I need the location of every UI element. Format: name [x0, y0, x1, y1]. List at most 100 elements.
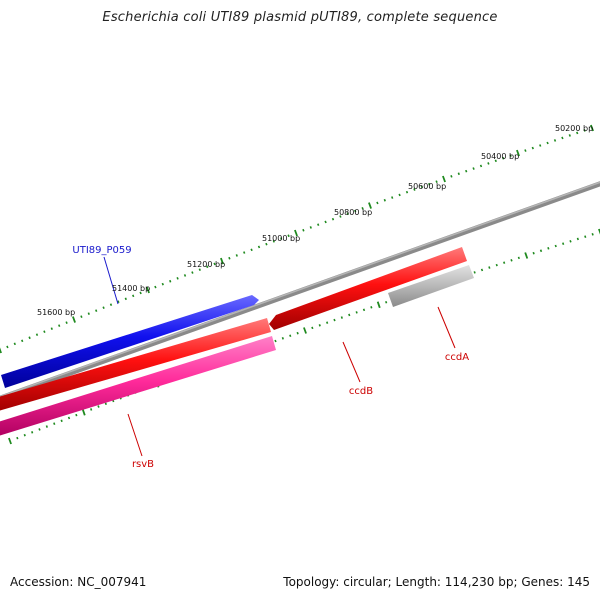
- scale-label-51200: 51200 bp: [187, 260, 225, 269]
- inner-scale-minor-tick: [554, 244, 557, 248]
- inner-scale-minor-tick: [274, 339, 277, 343]
- outer-scale-minor-tick: [117, 300, 120, 304]
- inner-scale-ticks: [8, 228, 600, 445]
- outer-scale-major-tick: [146, 286, 150, 294]
- outer-scale-minor-tick: [198, 268, 201, 271]
- inner-scale-minor-tick: [31, 431, 34, 434]
- inner-scale-minor-tick: [370, 306, 373, 309]
- outer-scale-minor-tick: [383, 198, 386, 202]
- inner-scale-major-tick: [81, 408, 86, 416]
- scale-label-51000: 51000 bp: [262, 234, 300, 243]
- outer-scale-minor-tick: [428, 182, 431, 186]
- outer-scale-major-tick: [294, 229, 298, 237]
- inner-scale-minor-tick: [562, 242, 565, 245]
- outer-scale-minor-tick: [331, 217, 335, 221]
- inner-scale-minor-tick: [355, 311, 358, 314]
- outer-scale-minor-tick: [109, 303, 113, 306]
- outer-scale-major-tick: [516, 149, 520, 157]
- inner-scale-minor-tick: [75, 413, 78, 417]
- outer-scale-major-tick: [368, 202, 372, 209]
- outer-scale-minor-tick: [50, 327, 53, 330]
- outer-scale-major-tick: [590, 124, 594, 132]
- feature-rsvB-red[interactable]: [0, 318, 271, 412]
- feature-ccdA[interactable]: [388, 265, 474, 307]
- outer-scale-minor-tick: [302, 228, 305, 232]
- outer-scale-minor-tick: [213, 262, 216, 266]
- label-rsvB: rsvB: [132, 459, 154, 470]
- outer-scale-major-tick: [72, 316, 76, 323]
- outer-scale-minor-tick: [494, 159, 497, 163]
- outer-scale-minor-tick: [561, 136, 564, 140]
- feature-rsvB[interactable]: [0, 336, 276, 437]
- inner-scale-minor-tick: [539, 249, 543, 253]
- inner-scale-minor-tick: [348, 313, 351, 317]
- inner-scale-minor-tick: [480, 268, 484, 272]
- scale-label-51600: 51600 bp: [37, 308, 75, 317]
- outer-scale-minor-tick: [361, 207, 364, 210]
- outer-scale-minor-tick: [6, 345, 9, 349]
- inner-scale-minor-tick: [38, 428, 41, 431]
- inner-scale-minor-tick: [362, 308, 366, 312]
- inner-scale-minor-tick: [547, 247, 550, 250]
- outer-scale-minor-tick: [509, 154, 512, 157]
- inner-scale-minor-tick: [385, 300, 388, 304]
- outer-scale-minor-tick: [568, 134, 571, 137]
- inner-scale-minor-tick: [584, 235, 587, 238]
- inner-scale-minor-tick: [569, 240, 572, 243]
- outer-scale-minor-tick: [250, 248, 253, 252]
- rsvB-leader: [127, 413, 143, 457]
- inner-scale-minor-tick: [503, 261, 506, 264]
- feature-UTI89_P059[interactable]: [1, 295, 259, 388]
- feature-ccdB[interactable]: [269, 247, 467, 330]
- inner-scale-minor-tick: [576, 237, 579, 241]
- label-ccdA: ccdA: [445, 352, 469, 363]
- ccdA-leader: [437, 306, 456, 349]
- outer-scale-minor-tick: [346, 212, 349, 216]
- scale-label-50600: 50600 bp: [408, 182, 446, 191]
- outer-scale-minor-tick: [413, 188, 416, 191]
- inner-scale-major-tick: [8, 437, 12, 445]
- inner-scale-minor-tick: [488, 266, 491, 269]
- outer-scale-minor-tick: [102, 306, 105, 309]
- inner-scale-minor-tick: [16, 436, 19, 440]
- outer-scale-minor-tick: [265, 242, 268, 246]
- inner-scale-minor-tick: [67, 416, 71, 420]
- outer-scale-minor-tick: [35, 333, 39, 336]
- outer-scale-minor-tick: [21, 339, 24, 343]
- inner-scale-minor-tick: [311, 326, 314, 330]
- outer-scale-minor-tick: [539, 144, 542, 147]
- inner-scale-minor-tick: [591, 233, 594, 236]
- map-title: Escherichia coli UTI89 plasmid pUTI89, c…: [102, 10, 498, 25]
- outer-scale-minor-tick: [398, 193, 401, 197]
- outer-scale-minor-tick: [309, 226, 312, 229]
- outer-scale-minor-tick: [58, 324, 61, 327]
- label-UTI89_P059: UTI89_P059: [72, 245, 131, 256]
- outer-scale-minor-tick: [339, 215, 342, 218]
- inner-scale-minor-tick: [473, 271, 476, 274]
- outer-scale-major-tick: [442, 175, 446, 183]
- inner-scale-minor-tick: [53, 422, 56, 425]
- inner-scale-minor-tick: [333, 318, 336, 322]
- outer-scale-minor-tick: [457, 172, 460, 176]
- ccdB-leader: [342, 341, 361, 383]
- UTI89_P059-leader: [103, 256, 119, 305]
- outer-scale-minor-tick: [435, 180, 438, 183]
- outer-scale-minor-tick: [472, 167, 475, 170]
- inner-scale-minor-tick: [340, 316, 343, 319]
- outer-scale-minor-tick: [531, 146, 534, 150]
- outer-scale-minor-tick: [235, 254, 238, 257]
- inner-scale-minor-tick: [510, 259, 513, 262]
- inner-scale-minor-tick: [23, 433, 26, 437]
- outer-scale-minor-tick: [43, 330, 46, 333]
- inner-scale-minor-tick: [495, 263, 498, 267]
- inner-scale-minor-tick: [90, 408, 93, 411]
- inner-scale-major-tick: [303, 327, 307, 334]
- outer-scale-minor-tick: [287, 234, 290, 238]
- outer-scale-minor-tick: [124, 297, 127, 301]
- outer-scale-minor-tick: [257, 245, 261, 249]
- outer-scale-minor-tick: [228, 256, 231, 260]
- scale-label-50800: 50800 bp: [334, 208, 372, 217]
- outer-scale-minor-tick: [132, 294, 135, 298]
- outer-scale-minor-tick: [502, 156, 505, 160]
